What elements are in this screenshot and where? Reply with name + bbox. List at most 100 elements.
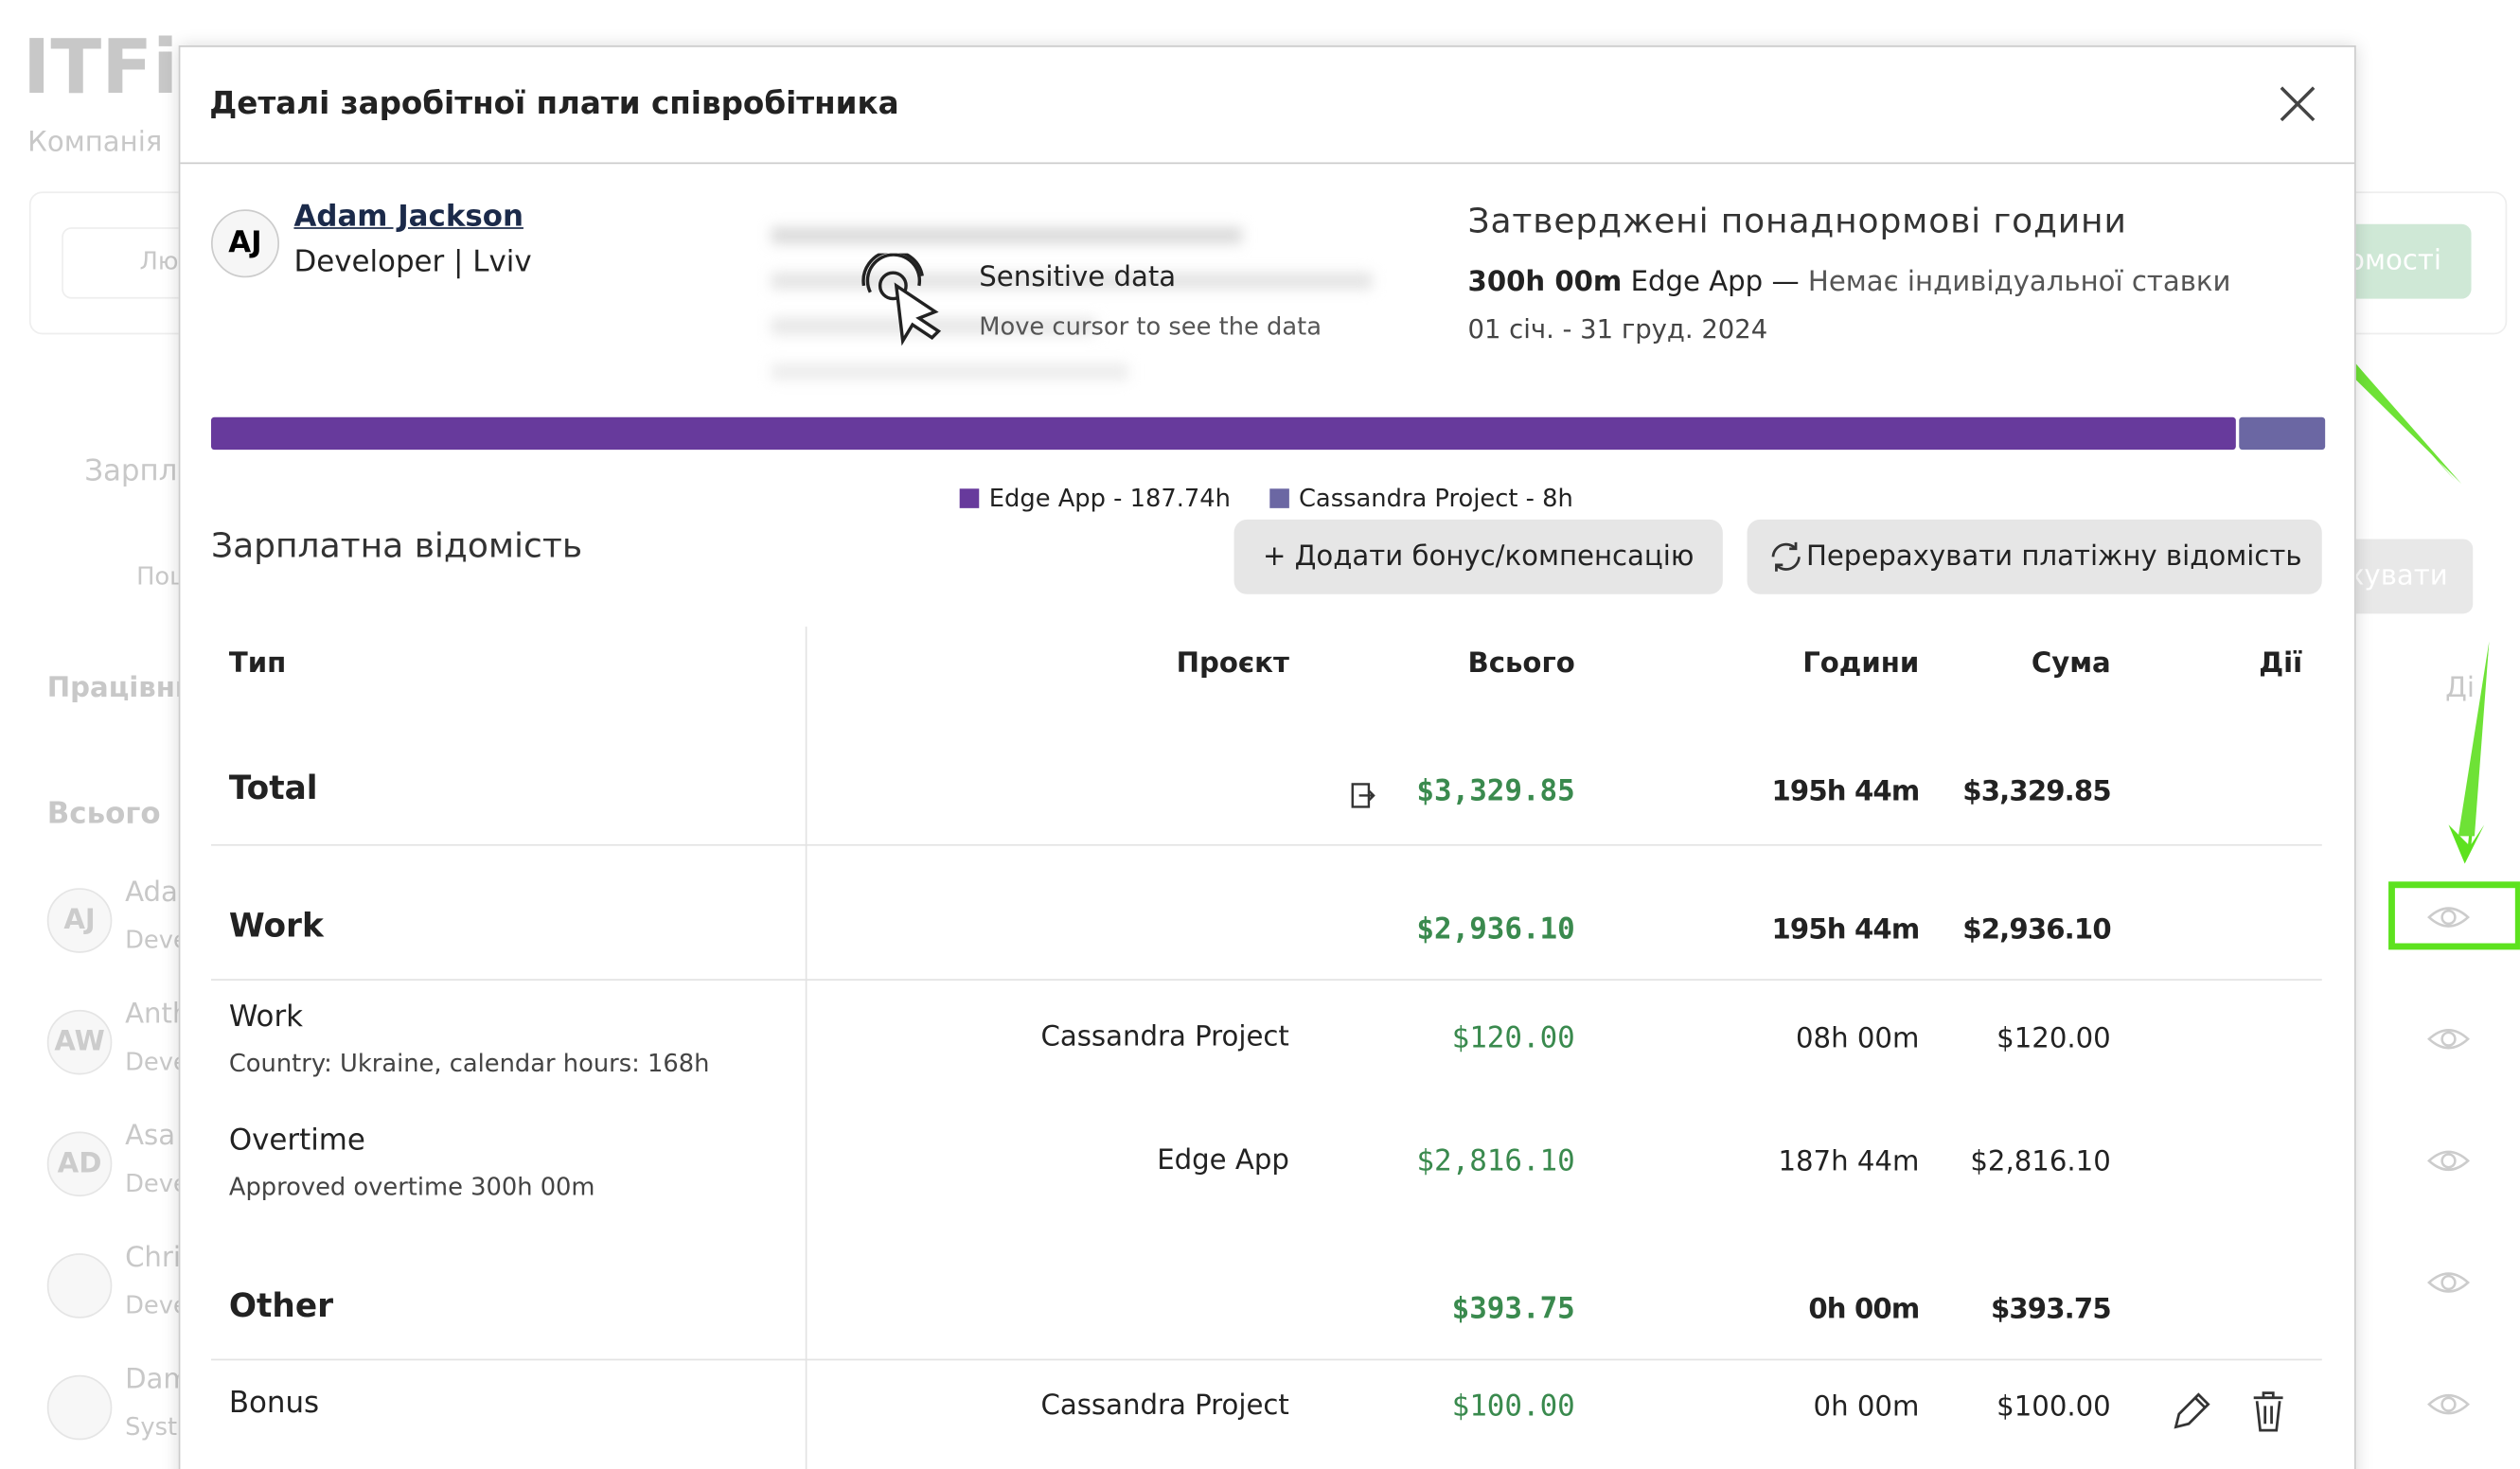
column-header: Сума — [2031, 647, 2111, 681]
column-divider — [805, 627, 807, 1469]
row-project: Cassandra Project — [1040, 1389, 1289, 1423]
row-total: $3,329.85 — [1416, 774, 1575, 809]
recalc-button[interactable]: Перерахувати платіжну відомість — [1747, 519, 2322, 594]
col-employees: Працівни — [46, 672, 195, 705]
row-note: Country: Ukraine, calendar hours: 168h — [228, 1049, 710, 1078]
row-hours: 187h 44m — [1778, 1145, 1920, 1179]
view-icon[interactable] — [2427, 1029, 2471, 1050]
col-actions: Ді — [2445, 672, 2475, 705]
row-hours: 0h 00m — [1813, 1390, 1920, 1425]
row-total: $120.00 — [1451, 1020, 1575, 1055]
employee-role: Deve — [125, 1047, 188, 1077]
column-header: Тип — [228, 647, 287, 681]
hours-bar — [210, 416, 2326, 451]
avatar: AJ — [210, 209, 280, 278]
bar-segment — [210, 416, 2236, 451]
row-hours: 195h 44m — [1771, 775, 1920, 809]
row-sum: $120.00 — [1996, 1022, 2111, 1055]
column-header: Дії — [2259, 647, 2303, 681]
recalc-label: Перерахувати платіжну відомість — [1805, 540, 2302, 574]
employee-role: Developer | Lviv — [293, 244, 532, 280]
row-actions — [2170, 1388, 2316, 1440]
section-title: Зарплатна відомість — [210, 525, 583, 565]
row-type: Work — [228, 1000, 304, 1035]
employee-role: Deve — [125, 1168, 188, 1198]
employee-name[interactable]: Adam Jackson — [293, 199, 524, 234]
arrow-shaft — [2458, 641, 2490, 837]
legend-item: Edge App - 187.74h — [959, 484, 1231, 514]
row-note: Approved overtime 300h 00m — [228, 1172, 595, 1202]
eye-icons — [2427, 907, 2471, 1415]
row-hours: 0h 00m — [1808, 1294, 1920, 1327]
tab[interactable]: Зарпла — [84, 454, 196, 489]
employee-avatar — [46, 1253, 113, 1319]
legend-label: Cassandra Project - 8h — [1298, 484, 1573, 514]
row-type: Overtime — [228, 1123, 365, 1158]
row-sum: $393.75 — [1990, 1294, 2112, 1327]
row-type: Total — [228, 768, 318, 807]
employee-role: Syst — [125, 1412, 178, 1442]
view-icon[interactable] — [2427, 1150, 2471, 1172]
row-total: $2,936.10 — [1416, 911, 1575, 947]
row-sum: $100.00 — [1996, 1390, 2111, 1425]
column-header: Всього — [1467, 647, 1575, 681]
legend-label: Edge App - 187.74h — [988, 484, 1231, 514]
employee-avatar: AJ — [46, 888, 113, 953]
row-total: $2,816.10 — [1416, 1144, 1575, 1179]
sensitive-icon — [861, 253, 942, 346]
add-bonus-button[interactable]: + Додати бонус/компенсацію — [1233, 519, 1723, 594]
copy-icon[interactable] — [1346, 779, 1378, 818]
row-total: $393.75 — [1451, 1292, 1575, 1327]
row-hours: 195h 44m — [1771, 913, 1920, 947]
employee-avatar: AD — [46, 1131, 113, 1197]
view-icon[interactable] — [2427, 1272, 2471, 1293]
sensitive-hint: Move cursor to see the data — [979, 311, 1322, 342]
employee-role: Deve — [125, 1290, 188, 1320]
overtime-rate: Немає індивідуальної ставки — [1807, 266, 2231, 299]
legend-item: Cassandra Project - 8h — [1269, 484, 1573, 513]
row-project: Edge App — [1157, 1144, 1289, 1177]
employee-name: Ada — [125, 876, 178, 910]
delete-icon[interactable] — [2253, 1391, 2283, 1432]
row-divider — [210, 843, 2322, 846]
total: Всього — [46, 797, 161, 832]
overtime-title: Затверджені понаднормові години — [1467, 201, 2127, 240]
bar-segment — [2239, 416, 2326, 451]
legend-swatch — [959, 488, 980, 508]
row-total: $100.00 — [1451, 1389, 1575, 1425]
row-hours: 08h 00m — [1795, 1022, 1920, 1055]
company: Компанія — [27, 126, 163, 160]
employee-role: Deve — [125, 925, 188, 955]
logo: ITFi — [23, 23, 179, 111]
legend: Edge App - 187.74h Cassandra Project - 8h — [211, 484, 2322, 513]
edit-icon[interactable] — [2174, 1392, 2210, 1429]
overtime-line: 300h 00m Edge App — Немає індивідуальної… — [1468, 266, 2231, 298]
legend-swatch — [1269, 488, 1289, 508]
overtime-project: Edge App — — [1630, 266, 1800, 299]
view-icon[interactable] — [2427, 907, 2471, 928]
row-project: Cassandra Project — [1040, 1020, 1289, 1054]
employee-name: Asa — [125, 1120, 176, 1153]
employee-name: Chri — [125, 1242, 182, 1275]
row-divider — [210, 1358, 2322, 1361]
close-button[interactable] — [2278, 84, 2316, 123]
row-type: Work — [228, 906, 324, 946]
row-sum: $3,329.85 — [1962, 775, 2111, 809]
column-header: Години — [1802, 647, 1920, 681]
row-divider — [210, 979, 2322, 981]
employee-avatar — [46, 1374, 113, 1441]
blurred-data[interactable] — [771, 221, 1389, 383]
overtime-hours: 300h 00m — [1467, 266, 1623, 299]
highlight-box — [2388, 881, 2520, 950]
column-header: Проєкт — [1176, 647, 1289, 681]
row-sum: $2,936.10 — [1962, 913, 2111, 947]
modal-title: Деталі заробітної плати співробітника — [209, 85, 899, 122]
row-type: Bonus — [228, 1386, 320, 1421]
view-icon[interactable] — [2427, 1393, 2471, 1415]
modal-divider — [180, 162, 2355, 165]
row-sum: $2,816.10 — [1970, 1145, 2111, 1179]
employee-avatar: AW — [46, 1009, 113, 1075]
sensitive-title: Sensitive data — [979, 261, 1177, 294]
